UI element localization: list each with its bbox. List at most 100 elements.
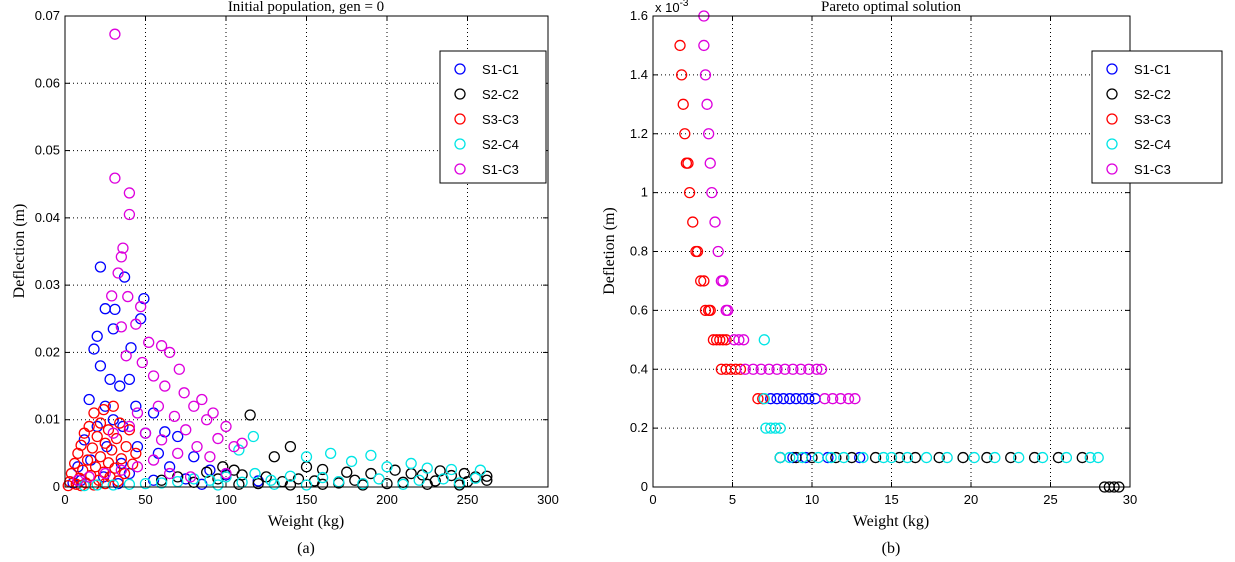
data-point-s2-c2 bbox=[1076, 451, 1088, 464]
data-point-s1-c1 bbox=[107, 323, 119, 335]
ticks-a: 0 50 100 150 200 250 300 0 0.01 0.02 0.03 0.04 0.05 0… bbox=[35, 8, 559, 507]
y-tick-label: 1.2 bbox=[630, 126, 648, 141]
data-point-s1-c3 bbox=[755, 363, 767, 375]
data-point-s1-c3 bbox=[220, 420, 232, 433]
y-tick-label: 0.03 bbox=[35, 277, 60, 292]
data-point-s1-c1 bbox=[91, 330, 103, 342]
data-point-s3-c3 bbox=[114, 417, 126, 429]
data-point-s1-c3 bbox=[706, 186, 718, 199]
data-point-s2-c2 bbox=[341, 466, 353, 478]
data-point-s2-c2 bbox=[830, 451, 842, 464]
data-point-s1-c3 bbox=[123, 420, 136, 433]
legend-label: S1-C1 bbox=[482, 62, 519, 77]
data-point-s2-c4 bbox=[220, 471, 232, 483]
data-point-s2-c4 bbox=[758, 334, 770, 346]
data-point-s2-c2 bbox=[284, 440, 297, 453]
data-point-s2-c4 bbox=[212, 479, 224, 491]
data-point-s1-c3 bbox=[159, 380, 171, 392]
data-point-s2-c4 bbox=[155, 477, 168, 489]
data-point-s3-c3 bbox=[752, 393, 764, 405]
data-point-s3-c3 bbox=[109, 462, 121, 474]
data-point-s1-c3 bbox=[698, 39, 710, 52]
legend-b: S1-C1 S2-C2 S3-C3 S2-C4 S1-C3 bbox=[1091, 50, 1223, 184]
x-tick-label: 50 bbox=[138, 492, 152, 507]
data-point-s2-c4 bbox=[1013, 451, 1025, 464]
data-point-s3-c3 bbox=[94, 417, 107, 429]
data-point-s1-c1 bbox=[83, 393, 95, 406]
data-point-s2-c4 bbox=[920, 451, 933, 464]
data-point-s3-c3 bbox=[675, 69, 688, 81]
x-tick-label: 200 bbox=[376, 492, 398, 507]
data-point-s1-c3 bbox=[136, 356, 148, 369]
legend-label: S1-C1 bbox=[1134, 62, 1171, 77]
data-point-s2-c4 bbox=[885, 451, 898, 464]
data-point-s2-c4 bbox=[91, 479, 103, 491]
data-point-s3-c3 bbox=[674, 39, 686, 52]
x-tick-label: 5 bbox=[729, 492, 736, 507]
y-tick-label: 0.06 bbox=[35, 75, 60, 90]
x-tick-label: 20 bbox=[964, 492, 978, 507]
data-point-s1-c3 bbox=[188, 400, 200, 412]
data-point-s1-c3 bbox=[834, 393, 847, 405]
data-point-s1-c3 bbox=[115, 251, 127, 263]
data-point-s2-c4 bbox=[1060, 451, 1073, 464]
data-point-s1-c3 bbox=[99, 467, 111, 480]
data-point-s1-c3 bbox=[180, 424, 192, 436]
data-point-s1-c3 bbox=[122, 290, 134, 303]
data-point-s1-c3 bbox=[204, 451, 216, 463]
data-point-s2-c2 bbox=[252, 477, 264, 490]
data-point-s1-c3 bbox=[709, 216, 721, 228]
data-point-s1-c3 bbox=[815, 363, 828, 375]
data-point-s1-c3 bbox=[819, 393, 831, 405]
legend-marker bbox=[1106, 63, 1118, 75]
data-point-s2-c2 bbox=[217, 461, 229, 473]
data-point-s2-c4 bbox=[107, 479, 119, 491]
data-point-s2-c4 bbox=[397, 478, 409, 490]
legend-label: S1-C3 bbox=[482, 162, 519, 177]
data-point-s1-c1 bbox=[784, 393, 796, 405]
data-point-s1-c3 bbox=[152, 400, 165, 412]
data-point-s1-c3 bbox=[130, 318, 142, 330]
data-point-s1-c1 bbox=[107, 414, 119, 426]
data-point-s2-c4 bbox=[357, 477, 369, 490]
data-point-s1-c3 bbox=[747, 363, 759, 375]
legend-marker bbox=[1106, 88, 1118, 100]
data-point-s3-c3 bbox=[86, 442, 99, 454]
title-b: Pareto optimal solution bbox=[821, 0, 961, 15]
data-point-s1-c3 bbox=[109, 172, 121, 184]
data-point-s1-c3 bbox=[703, 128, 715, 140]
data-point-s3-c3 bbox=[69, 457, 81, 470]
data-point-s3-c3 bbox=[118, 467, 131, 480]
x-tick-label: 0 bbox=[61, 492, 68, 507]
data-point-s1-c3 bbox=[173, 363, 185, 375]
data-point-s2-c4 bbox=[123, 478, 136, 490]
data-point-s1-c3 bbox=[779, 363, 791, 375]
data-point-s2-c4 bbox=[1084, 451, 1096, 464]
data-point-s1-c1 bbox=[104, 373, 116, 385]
data-point-s3-c3 bbox=[81, 454, 94, 466]
y-scale-base: x 10 bbox=[655, 0, 680, 15]
y-tick-label: 0.05 bbox=[35, 143, 60, 158]
legend-label: S3-C3 bbox=[1134, 112, 1171, 127]
data-point-s1-c3 bbox=[795, 363, 807, 375]
data-point-s2-c2 bbox=[292, 473, 305, 485]
data-point-s2-c2 bbox=[869, 451, 882, 464]
data-point-s2-c4 bbox=[139, 477, 152, 490]
data-point-s2-c2 bbox=[1005, 451, 1017, 464]
data-point-s1-c1 bbox=[118, 271, 131, 283]
data-point-s1-c1 bbox=[777, 393, 790, 405]
data-point-s2-c2 bbox=[244, 409, 256, 421]
data-point-s2-c4 bbox=[453, 477, 466, 489]
data-point-s1-c1 bbox=[112, 477, 124, 490]
data-point-s3-c3 bbox=[720, 334, 732, 346]
data-point-s1-c3 bbox=[220, 467, 232, 480]
y-tick-label: 1.6 bbox=[630, 8, 648, 23]
data-point-s1-c1 bbox=[94, 360, 107, 372]
data-point-s2-c2 bbox=[981, 451, 993, 464]
legend-marker bbox=[1106, 138, 1118, 150]
data-point-s1-c3 bbox=[120, 350, 132, 362]
ylabel-b: Defletion (m) bbox=[601, 207, 618, 295]
x-tick-label: 100 bbox=[215, 492, 237, 507]
data-point-s3-c3 bbox=[110, 432, 123, 445]
data-point-s1-c3 bbox=[147, 454, 160, 466]
